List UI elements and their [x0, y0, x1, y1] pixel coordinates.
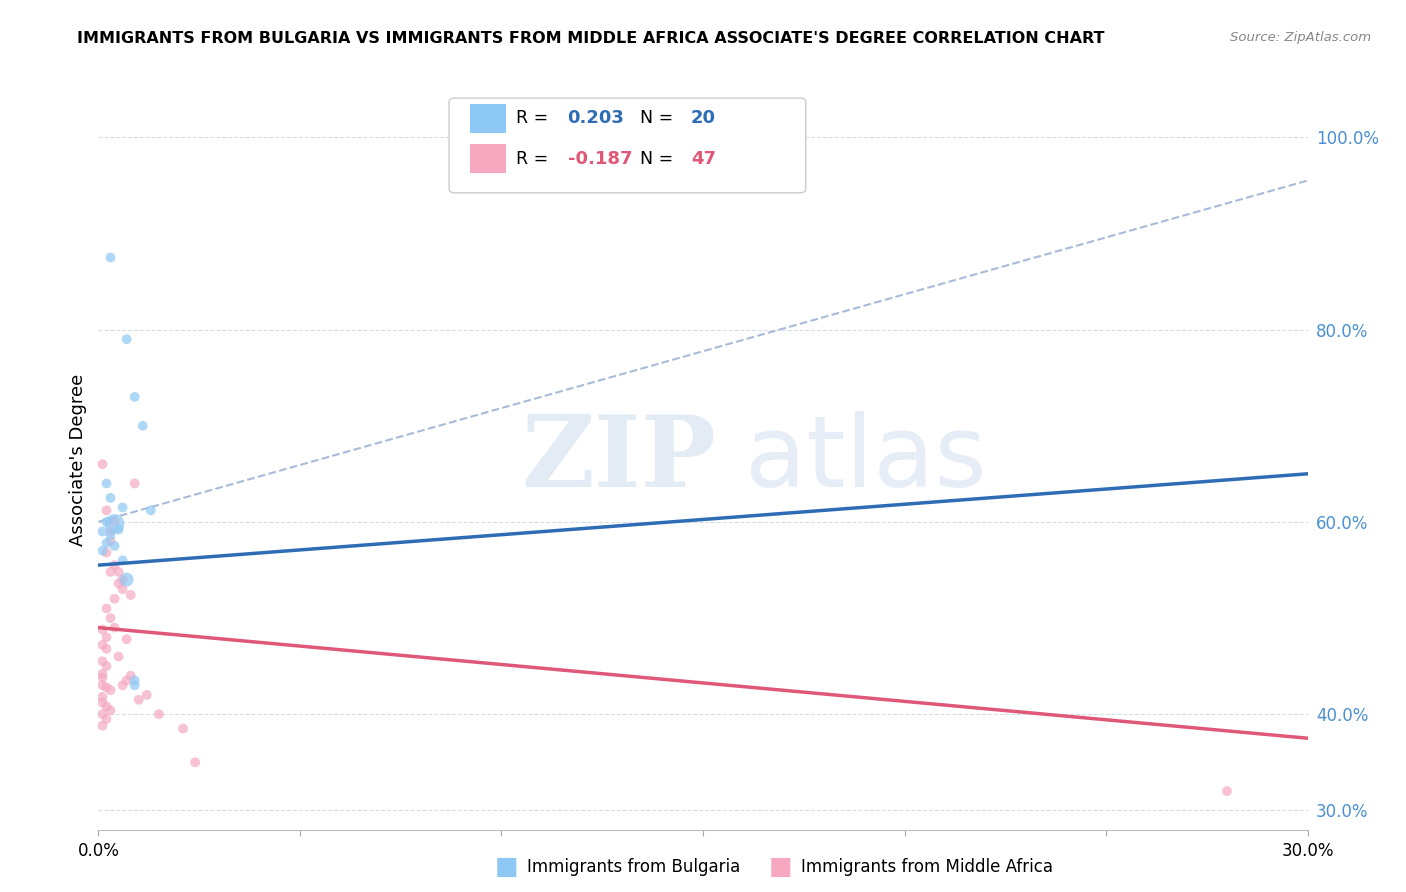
Point: [96, 659, 118, 673]
Point: [132, 418, 155, 433]
Point: [96, 536, 118, 550]
Text: -0.187: -0.187: [568, 150, 633, 168]
Point: [124, 390, 146, 404]
Point: [111, 678, 134, 692]
Text: 47: 47: [690, 150, 716, 168]
Point: [115, 632, 138, 647]
Text: atlas: atlas: [745, 411, 987, 508]
Point: [107, 523, 129, 537]
Point: [91, 690, 114, 704]
Point: [103, 539, 125, 553]
Point: [100, 703, 122, 717]
Point: [91, 707, 114, 722]
Point: [111, 500, 134, 515]
Point: [111, 582, 134, 597]
Point: [103, 621, 125, 635]
Text: 0.203: 0.203: [568, 110, 624, 128]
Point: [91, 638, 114, 652]
Text: ■: ■: [495, 855, 517, 879]
Point: [124, 476, 146, 491]
Point: [103, 516, 125, 531]
Point: [107, 576, 129, 591]
Point: [135, 688, 157, 702]
Text: ZIP: ZIP: [522, 411, 717, 508]
Point: [120, 588, 142, 602]
Point: [91, 696, 114, 710]
Point: [139, 503, 162, 517]
Point: [96, 546, 118, 560]
Text: N =: N =: [640, 150, 679, 168]
Text: Immigrants from Middle Africa: Immigrants from Middle Africa: [801, 858, 1053, 876]
Text: N =: N =: [640, 110, 679, 128]
Point: [91, 524, 114, 539]
Point: [91, 671, 114, 685]
Point: [115, 673, 138, 688]
Point: [111, 573, 134, 587]
Point: [100, 491, 122, 505]
Text: IMMIGRANTS FROM BULGARIA VS IMMIGRANTS FROM MIDDLE AFRICA ASSOCIATE'S DEGREE COR: IMMIGRANTS FROM BULGARIA VS IMMIGRANTS F…: [77, 31, 1105, 46]
FancyBboxPatch shape: [470, 103, 506, 133]
Point: [100, 251, 122, 265]
Point: [100, 565, 122, 579]
Point: [91, 719, 114, 733]
Point: [103, 515, 125, 529]
Point: [100, 611, 122, 625]
Point: [107, 565, 129, 579]
Point: [100, 683, 122, 698]
FancyBboxPatch shape: [470, 144, 506, 173]
Point: [103, 558, 125, 573]
Text: 20: 20: [690, 110, 716, 128]
Text: Source: ZipAtlas.com: Source: ZipAtlas.com: [1230, 31, 1371, 45]
Point: [91, 457, 114, 471]
Point: [148, 707, 170, 722]
Point: [96, 630, 118, 644]
Point: [96, 503, 118, 517]
Point: [96, 680, 118, 694]
Point: [91, 654, 114, 668]
Point: [184, 756, 207, 770]
Text: R =: R =: [516, 150, 554, 168]
Text: ■: ■: [769, 855, 792, 879]
Point: [91, 666, 114, 681]
Point: [96, 476, 118, 491]
Point: [124, 678, 146, 692]
FancyBboxPatch shape: [449, 98, 806, 193]
Point: [96, 712, 118, 726]
Point: [103, 591, 125, 606]
Point: [91, 678, 114, 692]
Point: [107, 649, 129, 664]
Point: [115, 573, 138, 587]
Point: [96, 641, 118, 656]
Text: R =: R =: [516, 110, 554, 128]
Text: Immigrants from Bulgaria: Immigrants from Bulgaria: [527, 858, 741, 876]
Point: [115, 332, 138, 346]
Point: [91, 543, 114, 558]
Point: [100, 534, 122, 549]
Point: [91, 623, 114, 637]
Point: [100, 524, 122, 539]
Point: [124, 673, 146, 688]
Y-axis label: Associate's Degree: Associate's Degree: [69, 373, 87, 546]
Point: [96, 601, 118, 615]
Point: [100, 528, 122, 542]
Point: [120, 669, 142, 683]
Point: [128, 692, 150, 706]
Point: [111, 553, 134, 567]
Point: [96, 515, 118, 529]
Point: [172, 722, 194, 736]
Point: [1216, 784, 1239, 798]
Point: [96, 699, 118, 714]
